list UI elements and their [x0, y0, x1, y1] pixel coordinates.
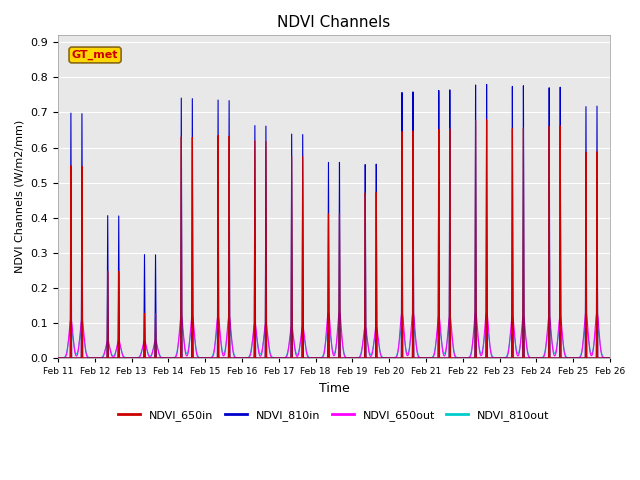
Text: GT_met: GT_met	[72, 50, 118, 60]
X-axis label: Time: Time	[319, 382, 349, 395]
Y-axis label: NDVI Channels (W/m2/mm): NDVI Channels (W/m2/mm)	[15, 120, 25, 273]
Title: NDVI Channels: NDVI Channels	[277, 15, 390, 30]
Legend: NDVI_650in, NDVI_810in, NDVI_650out, NDVI_810out: NDVI_650in, NDVI_810in, NDVI_650out, NDV…	[114, 406, 554, 425]
